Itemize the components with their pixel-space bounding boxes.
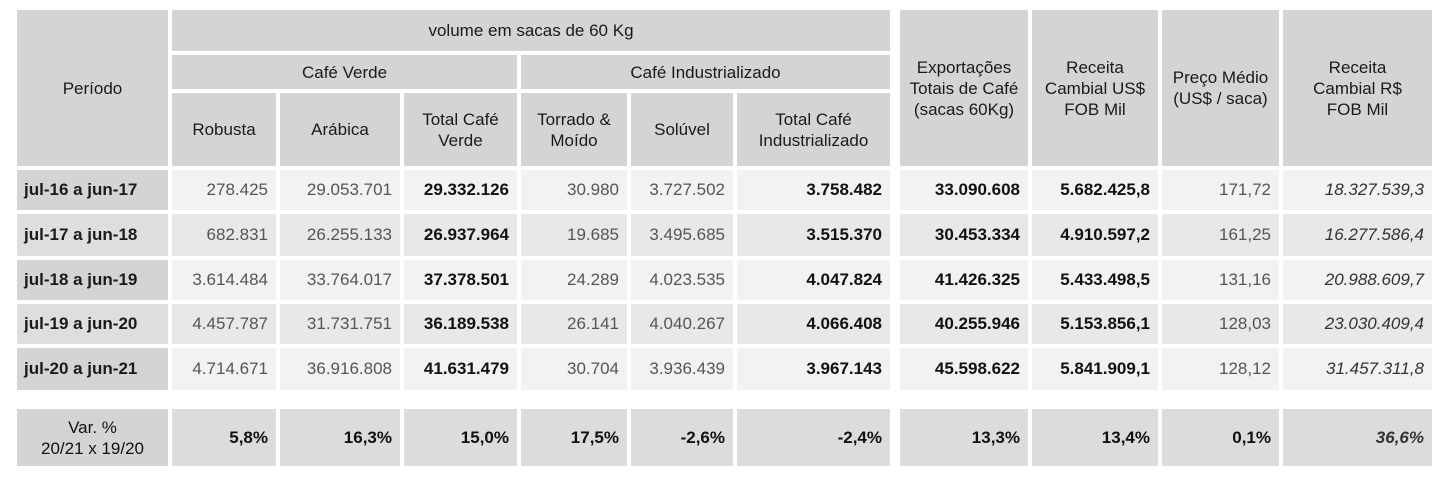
cell-preco: 161,25	[1162, 214, 1279, 256]
cell-preco: 128,03	[1162, 304, 1279, 344]
variation-robusta: 5,8%	[172, 409, 276, 466]
variation-arabica: 16,3%	[280, 409, 400, 466]
cell-robusta: 278.425	[172, 170, 276, 210]
cell-arabica: 26.255.133	[280, 214, 400, 256]
header-cafe-verde: Café Verde	[172, 55, 517, 89]
cell-torrado: 26.141	[521, 304, 627, 344]
row-periodo: jul-19 a jun-20	[17, 304, 168, 344]
cell-receita-usd: 5.433.498,5	[1032, 260, 1158, 300]
cell-preco: 128,12	[1162, 348, 1279, 390]
cell-receita-usd: 5.153.856,1	[1032, 304, 1158, 344]
variation-label: Var. % 20/21 x 19/20	[17, 409, 168, 466]
variation-label-line2: 20/21 x 19/20	[40, 438, 145, 458]
cell-total-verde: 41.631.479	[404, 348, 517, 390]
row-periodo: jul-20 a jun-21	[17, 348, 168, 390]
cell-receita-usd: 5.682.425,8	[1032, 170, 1158, 210]
cell-exportacoes: 40.255.946	[900, 304, 1028, 344]
cell-total-verde: 29.332.126	[404, 170, 517, 210]
cell-robusta: 4.457.787	[172, 304, 276, 344]
header-arabica: Arábica	[280, 93, 400, 166]
cell-exportacoes: 41.426.325	[900, 260, 1028, 300]
variation-exportacoes: 13,3%	[900, 409, 1028, 466]
cell-preco: 171,72	[1162, 170, 1279, 210]
variation-soluvel: -2,6%	[631, 409, 733, 466]
cell-total-verde: 37.378.501	[404, 260, 517, 300]
header-robusta: Robusta	[172, 93, 276, 166]
header-periodo: Período	[17, 10, 168, 166]
header-exportacoes: Exportações Totais de Café (sacas 60Kg)	[900, 10, 1028, 166]
cell-soluvel: 4.023.535	[631, 260, 733, 300]
cell-robusta: 3.614.484	[172, 260, 276, 300]
cell-exportacoes: 30.453.334	[900, 214, 1028, 256]
row-periodo: jul-17 a jun-18	[17, 214, 168, 256]
cell-receita-brl: 18.327.539,3	[1283, 170, 1432, 210]
cell-robusta: 682.831	[172, 214, 276, 256]
cell-receita-brl: 31.457.311,8	[1283, 348, 1432, 390]
cell-torrado: 30.704	[521, 348, 627, 390]
cell-arabica: 36.916.808	[280, 348, 400, 390]
header-soluvel: Solúvel	[631, 93, 733, 166]
cell-arabica: 33.764.017	[280, 260, 400, 300]
cell-total-industrializado: 4.066.408	[737, 304, 890, 344]
cell-torrado: 30.980	[521, 170, 627, 210]
cell-preco: 131,16	[1162, 260, 1279, 300]
cell-receita-brl: 23.030.409,4	[1283, 304, 1432, 344]
variation-total-verde: 15,0%	[404, 409, 517, 466]
row-periodo: jul-18 a jun-19	[17, 260, 168, 300]
header-receita-brl: Receita Cambial R$ FOB Mil	[1283, 10, 1432, 166]
cell-receita-brl: 20.988.609,7	[1283, 260, 1432, 300]
header-cafe-industrializado: Café Industrializado	[521, 55, 890, 89]
cell-receita-usd: 4.910.597,2	[1032, 214, 1158, 256]
header-total-cafe-verde: Total Café Verde	[404, 93, 517, 166]
row-periodo: jul-16 a jun-17	[17, 170, 168, 210]
cell-soluvel: 3.495.685	[631, 214, 733, 256]
header-torrado-moido: Torrado & Moído	[521, 93, 627, 166]
variation-label-line1: Var. %	[68, 417, 117, 437]
cell-total-industrializado: 3.515.370	[737, 214, 890, 256]
cell-receita-usd: 5.841.909,1	[1032, 348, 1158, 390]
variation-total-industrializado: -2,4%	[737, 409, 890, 466]
cell-total-industrializado: 3.967.143	[737, 348, 890, 390]
cell-torrado: 19.685	[521, 214, 627, 256]
header-receita-usd: Receita Cambial US$ FOB Mil	[1032, 10, 1158, 166]
cell-robusta: 4.714.671	[172, 348, 276, 390]
cell-arabica: 29.053.701	[280, 170, 400, 210]
cell-total-verde: 36.189.538	[404, 304, 517, 344]
variation-receita-brl: 36,6%	[1283, 409, 1432, 466]
header-total-cafe-industrializado: Total Café Industrializado	[737, 93, 890, 166]
cell-soluvel: 3.727.502	[631, 170, 733, 210]
cell-torrado: 24.289	[521, 260, 627, 300]
cell-soluvel: 4.040.267	[631, 304, 733, 344]
variation-receita-usd: 13,4%	[1032, 409, 1158, 466]
cell-arabica: 31.731.751	[280, 304, 400, 344]
cell-exportacoes: 33.090.608	[900, 170, 1028, 210]
header-preco-medio: Preço Médio (US$ / saca)	[1162, 10, 1279, 166]
variation-torrado: 17,5%	[521, 409, 627, 466]
cell-exportacoes: 45.598.622	[900, 348, 1028, 390]
variation-preco: 0,1%	[1162, 409, 1279, 466]
cell-total-industrializado: 3.758.482	[737, 170, 890, 210]
cell-total-verde: 26.937.964	[404, 214, 517, 256]
header-volume: volume em sacas de 60 Kg	[172, 10, 890, 51]
cell-soluvel: 3.936.439	[631, 348, 733, 390]
cell-receita-brl: 16.277.586,4	[1283, 214, 1432, 256]
cell-total-industrializado: 4.047.824	[737, 260, 890, 300]
